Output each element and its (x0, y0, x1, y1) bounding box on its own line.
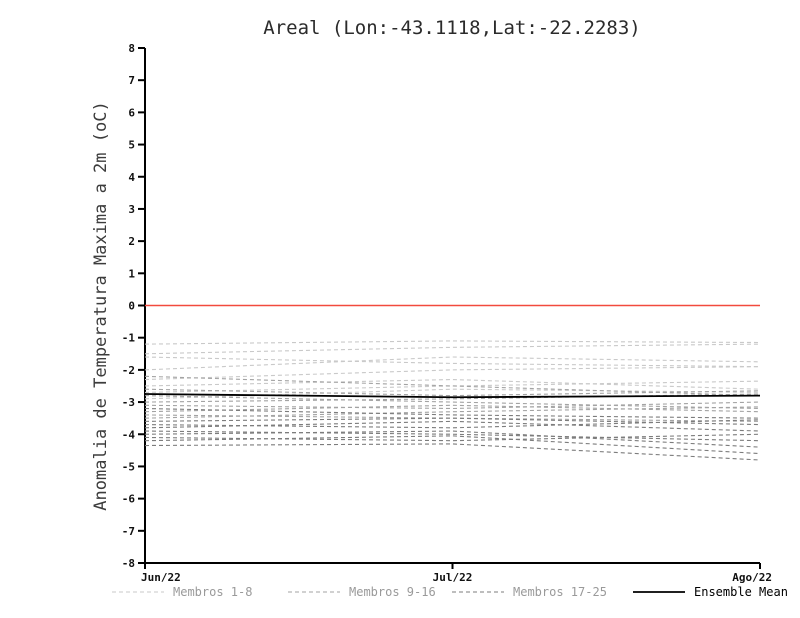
y-tick-label: -3 (122, 396, 135, 409)
y-tick-label: -1 (122, 332, 136, 345)
member-line (144, 388, 761, 400)
y-tick-label: 5 (128, 139, 135, 152)
legend-item: Membros 1-8 (112, 585, 252, 599)
member-line (144, 435, 761, 455)
y-tick-label: 0 (128, 300, 135, 313)
y-tick-label: 7 (128, 74, 135, 87)
member-line (144, 406, 761, 419)
legend-item: Membros 9-16 (288, 585, 436, 599)
legend-label: Membros 9-16 (349, 585, 436, 599)
x-tick-label: Jun/22 (141, 571, 181, 584)
legend-label: Ensemble Mean (694, 585, 788, 599)
legend: Membros 1-8 Membros 9-16 Membros 17-25 Ense… (112, 585, 788, 599)
member-line (144, 430, 761, 448)
legend-item: Membros 17-25 (452, 585, 607, 599)
legend-label: Membros 17-25 (513, 585, 607, 599)
member-line (144, 375, 761, 397)
axes: -8 -7 -6 -5 -4 -3 -2 -1 0 1 2 3 4 5 6 7 8 Jun/22 Jul/22 Ago… (122, 42, 772, 584)
y-tick-label: -5 (122, 460, 135, 473)
y-tick-label: -7 (122, 525, 135, 538)
member-line (144, 378, 761, 390)
member-line (144, 356, 761, 371)
y-tick-label: 8 (128, 42, 135, 55)
y-tick-label: -8 (122, 557, 135, 570)
member-line (144, 419, 761, 429)
member-line (144, 366, 761, 381)
member-line (144, 417, 761, 426)
member-line (144, 414, 761, 422)
ensemble-mean-line (144, 393, 761, 399)
member-line (144, 401, 761, 410)
y-tick-label: 4 (128, 171, 135, 184)
legend-item: Ensemble Mean (633, 585, 788, 599)
y-tick-label: 1 (128, 267, 135, 280)
member-line (144, 430, 761, 442)
member-line (144, 343, 761, 355)
y-tick-label: -4 (122, 428, 136, 441)
x-tick-label: Ago/22 (732, 571, 772, 584)
member-line (144, 395, 761, 410)
member-line (144, 340, 761, 345)
y-tick-label: -2 (122, 364, 135, 377)
member-line (144, 388, 761, 397)
member-line (144, 407, 761, 419)
ensemble-member-lines (144, 340, 761, 461)
member-line (144, 404, 761, 413)
member-line (144, 380, 761, 393)
y-tick-label: -6 (122, 493, 136, 506)
y-axis-label: Anomalia de Temperatura Maxima a 2m (oC) (91, 101, 111, 510)
y-tick-label: 2 (128, 235, 135, 248)
x-tick-label: Jul/22 (433, 571, 473, 584)
y-tick-label: 6 (128, 106, 135, 119)
member-line (144, 443, 761, 461)
chart-title: Areal (Lon:-43.1118,Lat:-22.2283) (263, 17, 641, 39)
member-line (144, 433, 761, 442)
member-line (144, 420, 761, 432)
legend-label: Membros 1-8 (173, 585, 252, 599)
member-line (144, 356, 761, 368)
y-tick-label: 3 (128, 203, 135, 216)
